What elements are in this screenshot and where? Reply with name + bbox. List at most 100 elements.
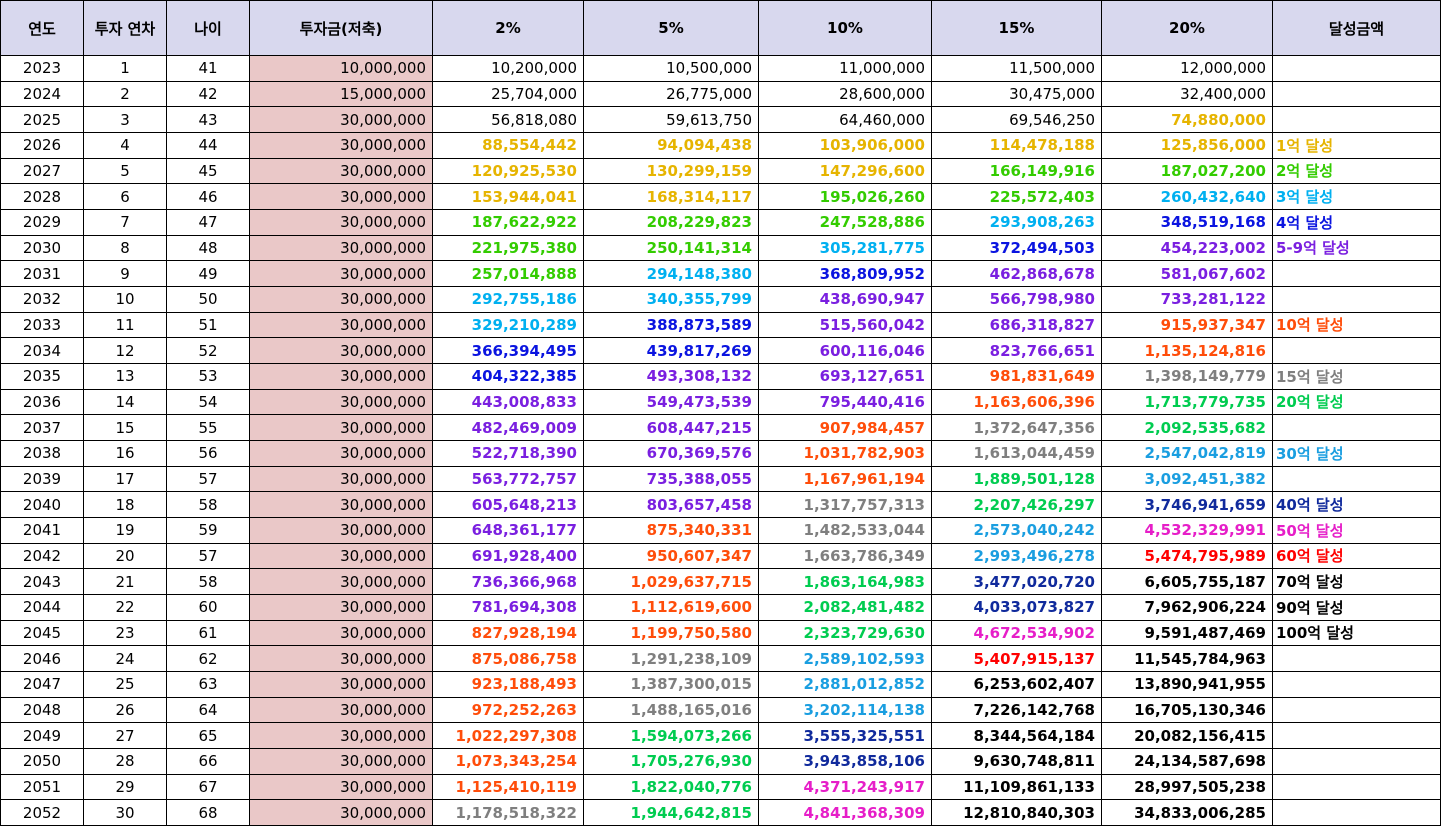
cell: 30,000,000 <box>250 312 433 339</box>
cell: 195,026,260 <box>759 184 932 210</box>
achievement-cell: 20억 달성 <box>1273 389 1441 416</box>
cell: 16,705,130,346 <box>1102 697 1273 724</box>
cell: 41 <box>167 56 250 82</box>
cell: 2040 <box>1 492 84 518</box>
cell: 2046 <box>1 646 84 672</box>
cell: 147,296,600 <box>759 158 932 185</box>
cell: 8 <box>84 235 167 262</box>
achievement-cell: 2억 달성 <box>1273 158 1441 185</box>
cell: 58 <box>167 569 250 595</box>
cell: 2028 <box>1 184 84 210</box>
cell: 1,029,637,715 <box>584 569 759 595</box>
cell: 6,605,755,187 <box>1102 569 1273 595</box>
cell: 1,594,073,266 <box>584 723 759 749</box>
cell: 27 <box>84 723 167 749</box>
achievement-cell <box>1273 286 1441 313</box>
cell: 1,372,647,356 <box>932 415 1102 441</box>
cell: 1,073,343,254 <box>433 748 584 775</box>
cell: 4 <box>84 132 167 159</box>
cell: 13 <box>84 363 167 390</box>
cell: 388,873,589 <box>584 312 759 339</box>
cell: 3,746,941,659 <box>1102 492 1273 518</box>
cell: 443,008,833 <box>433 389 584 416</box>
cell: 69,546,250 <box>932 107 1102 133</box>
cell: 981,831,649 <box>932 363 1102 390</box>
cell: 1,713,779,735 <box>1102 389 1273 416</box>
cell: 1,291,238,109 <box>584 646 759 672</box>
cell: 2 <box>84 81 167 108</box>
cell: 950,607,347 <box>584 543 759 570</box>
cell: 10,000,000 <box>250 56 433 82</box>
cell: 691,928,400 <box>433 543 584 570</box>
cell: 61 <box>167 620 250 647</box>
cell: 10,200,000 <box>433 56 584 82</box>
cell: 49 <box>167 261 250 287</box>
cell: 9,591,487,469 <box>1102 620 1273 647</box>
cell: 15 <box>84 415 167 441</box>
cell: 153,944,041 <box>433 184 584 210</box>
cell: 733,281,122 <box>1102 286 1273 313</box>
cell: 2,993,496,278 <box>932 543 1102 570</box>
achievement-cell: 90억 달성 <box>1273 594 1441 621</box>
cell: 2033 <box>1 312 84 339</box>
cell: 2044 <box>1 594 84 621</box>
cell: 57 <box>167 543 250 570</box>
cell: 63 <box>167 671 250 698</box>
cell: 9,630,748,811 <box>932 748 1102 775</box>
cell: 11,109,861,133 <box>932 774 1102 801</box>
cell: 2050 <box>1 748 84 775</box>
cell: 1,317,757,313 <box>759 492 932 518</box>
achievement-cell <box>1273 415 1441 441</box>
cell: 15,000,000 <box>250 81 433 108</box>
cell: 30,000,000 <box>250 286 433 313</box>
cell: 803,657,458 <box>584 492 759 518</box>
cell: 1,482,533,044 <box>759 517 932 544</box>
cell: 563,772,757 <box>433 466 584 493</box>
cell: 340,355,799 <box>584 286 759 313</box>
header-cell: 15% <box>932 1 1102 56</box>
cell: 294,148,380 <box>584 261 759 287</box>
cell: 13,890,941,955 <box>1102 671 1273 698</box>
cell: 30,000,000 <box>250 492 433 518</box>
cell: 2052 <box>1 800 84 826</box>
cell: 30,000,000 <box>250 517 433 544</box>
cell: 65 <box>167 723 250 749</box>
cell: 55 <box>167 415 250 441</box>
cell: 736,366,968 <box>433 569 584 595</box>
cell: 28,997,505,238 <box>1102 774 1273 801</box>
cell: 907,984,457 <box>759 415 932 441</box>
header-cell: 5% <box>584 1 759 56</box>
cell: 30,000,000 <box>250 748 433 775</box>
cell: 32,400,000 <box>1102 81 1273 108</box>
cell: 827,928,194 <box>433 620 584 647</box>
cell: 549,473,539 <box>584 389 759 416</box>
cell: 44 <box>167 132 250 159</box>
cell: 923,188,493 <box>433 671 584 698</box>
cell: 47 <box>167 209 250 236</box>
cell: 67 <box>167 774 250 801</box>
achievement-cell: 3억 달성 <box>1273 184 1441 210</box>
cell: 30,000,000 <box>250 107 433 133</box>
cell: 3,555,325,551 <box>759 723 932 749</box>
cell: 581,067,602 <box>1102 261 1273 287</box>
header-cell: 10% <box>759 1 932 56</box>
cell: 3 <box>84 107 167 133</box>
cell: 1,031,782,903 <box>759 440 932 467</box>
cell: 59 <box>167 517 250 544</box>
cell: 30,000,000 <box>250 646 433 672</box>
cell: 74,880,000 <box>1102 107 1273 133</box>
cell: 2043 <box>1 569 84 595</box>
cell: 30,000,000 <box>250 620 433 647</box>
cell: 30,000,000 <box>250 158 433 185</box>
cell: 260,432,640 <box>1102 184 1273 210</box>
cell: 2029 <box>1 209 84 236</box>
cell: 670,369,576 <box>584 440 759 467</box>
cell: 125,856,000 <box>1102 132 1273 159</box>
cell: 166,149,916 <box>932 158 1102 185</box>
cell: 1,889,501,128 <box>932 466 1102 493</box>
achievement-cell <box>1273 697 1441 724</box>
achievement-cell <box>1273 646 1441 672</box>
cell: 366,394,495 <box>433 338 584 364</box>
cell: 62 <box>167 646 250 672</box>
